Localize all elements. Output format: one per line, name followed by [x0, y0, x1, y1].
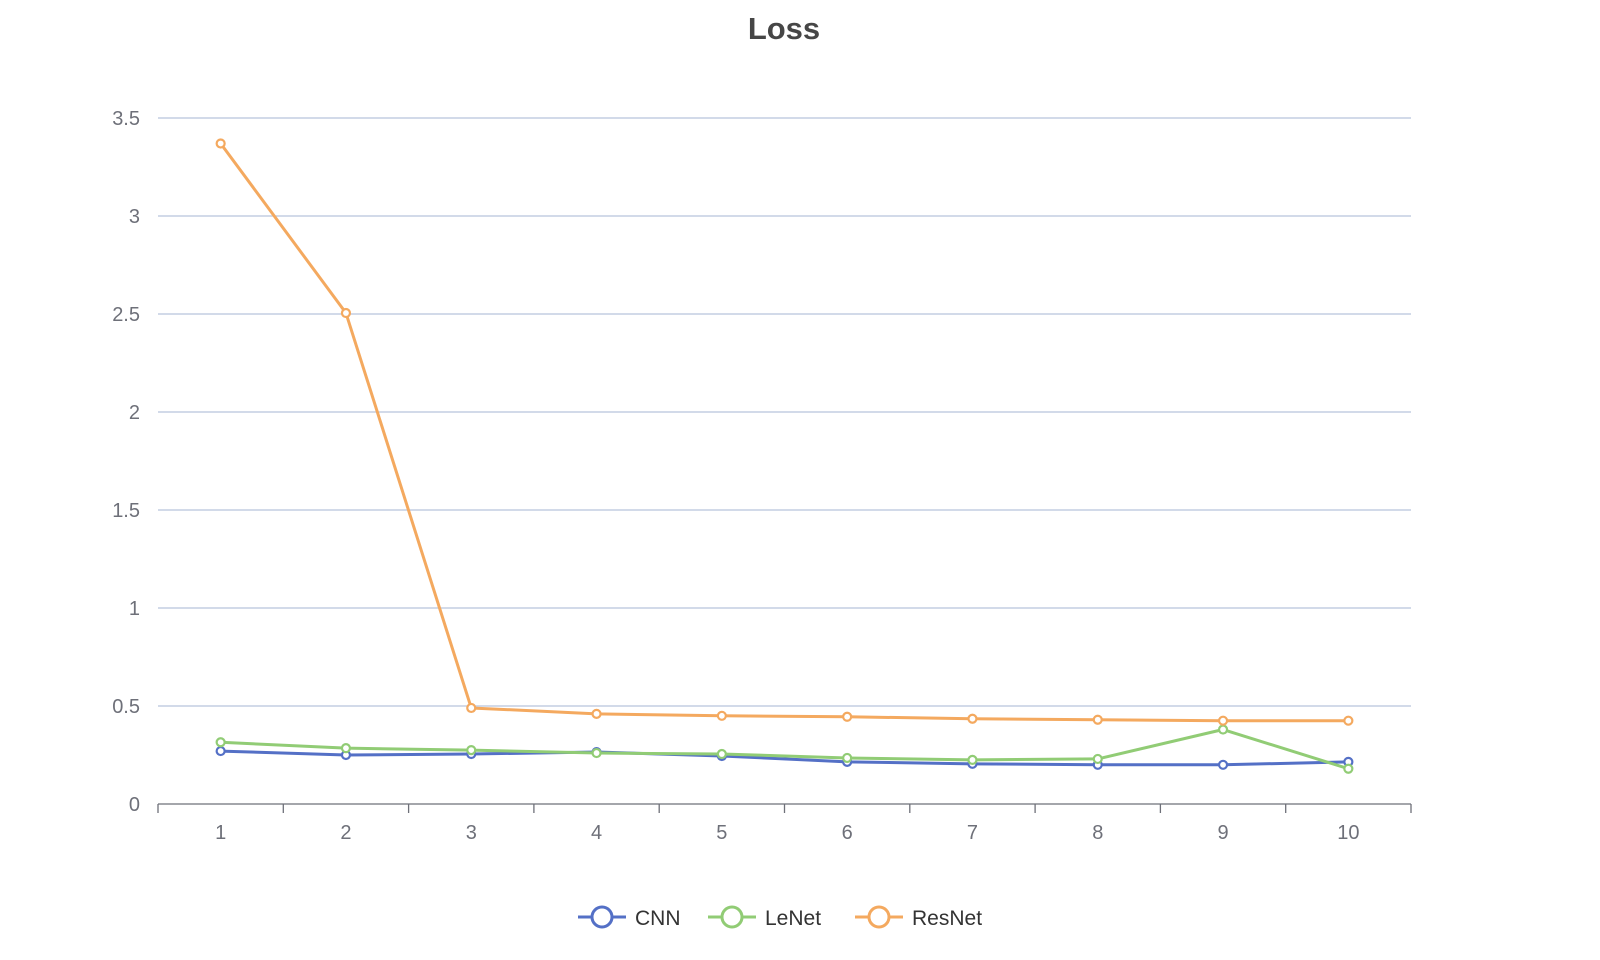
series-cnn [215, 745, 1354, 770]
y-tick-label: 0.5 [112, 696, 140, 718]
data-point [716, 748, 727, 760]
series-line [219, 142, 1349, 723]
y-tick-label: 2 [129, 402, 140, 424]
data-point [716, 710, 727, 721]
y-tick-label: 2.5 [112, 304, 140, 326]
y-tick-label: 3 [129, 206, 140, 228]
legend-label: CNN [635, 907, 681, 930]
data-point [340, 307, 352, 319]
data-point [1217, 724, 1229, 735]
legend-circle-icon [720, 905, 744, 929]
data-point [340, 743, 352, 754]
data-point [215, 745, 226, 757]
legend-item-lenet[interactable]: LeNet [708, 905, 821, 930]
data-point [215, 737, 226, 748]
data-point [1092, 753, 1103, 765]
legend-label: LeNet [765, 907, 821, 930]
legend-label: ResNet [912, 907, 982, 930]
data-point [1343, 715, 1354, 726]
x-tick-label: 9 [1217, 822, 1228, 844]
data-point [1343, 763, 1354, 774]
series-resnet [215, 138, 1354, 726]
series-line [220, 749, 1349, 767]
y-tick-label: 0 [129, 794, 140, 816]
data-point [967, 713, 978, 724]
x-tick-label: 5 [716, 822, 727, 844]
data-point [967, 754, 978, 766]
data-point [842, 711, 853, 722]
legend-item-resnet[interactable]: ResNet [855, 905, 982, 930]
x-tick-label: 1 [215, 822, 226, 844]
x-tick-label: 3 [466, 822, 477, 844]
data-point [466, 702, 477, 714]
y-tick-label: 3.5 [112, 108, 140, 130]
x-tick-label: 8 [1092, 822, 1103, 844]
x-tick-label: 7 [967, 822, 978, 844]
data-point [842, 752, 853, 764]
data-point [1217, 759, 1229, 770]
x-tick-label: 4 [591, 822, 602, 844]
x-tick-label: 6 [842, 822, 853, 844]
y-tick-label: 1 [129, 598, 140, 620]
data-point [1217, 715, 1229, 726]
x-tick-label: 10 [1337, 822, 1359, 844]
series-line [220, 728, 1349, 771]
legend-circle-icon [867, 905, 891, 929]
series-lenet [215, 724, 1354, 774]
y-tick-label: 1.5 [112, 500, 140, 522]
chart-title: Loss [748, 11, 820, 46]
data-point [466, 744, 477, 756]
data-point [591, 708, 602, 719]
legend-item-cnn[interactable]: CNN [578, 905, 681, 930]
data-point [1092, 714, 1103, 725]
data-point [591, 747, 602, 759]
data-point [215, 138, 226, 149]
legend-circle-icon [590, 905, 614, 929]
x-tick-label: 2 [340, 822, 351, 844]
